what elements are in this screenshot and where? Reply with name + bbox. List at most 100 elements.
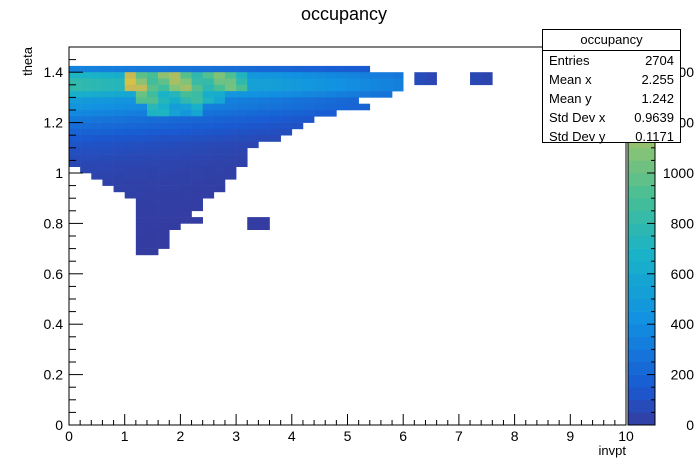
heatmap-bin bbox=[158, 160, 170, 167]
heatmap-bin bbox=[258, 103, 270, 111]
heatmap-bin bbox=[213, 185, 226, 193]
heatmap-bin bbox=[202, 78, 215, 86]
heatmap-bin bbox=[336, 97, 348, 104]
y-axis: 0 0.2 0.4 0.6 0.8 1 1.2 1.4 bbox=[44, 46, 83, 433]
heatmap-bin bbox=[191, 84, 203, 92]
heatmap-bin bbox=[202, 179, 215, 186]
heatmap-bin bbox=[113, 78, 125, 86]
heatmap-bin bbox=[180, 173, 192, 180]
heatmap-bin bbox=[113, 179, 125, 186]
heatmap-bin bbox=[180, 160, 192, 167]
heatmap-bin bbox=[146, 128, 159, 136]
heatmap-bin bbox=[146, 204, 159, 212]
heatmap-bin bbox=[180, 198, 192, 205]
heatmap-bin bbox=[158, 110, 170, 117]
heatmap-bin bbox=[224, 141, 237, 149]
heatmap-bin bbox=[158, 147, 170, 155]
heatmap-bin bbox=[158, 191, 170, 199]
heatmap-bin bbox=[213, 147, 226, 155]
heatmap-bin bbox=[113, 147, 125, 155]
heatmap-bin bbox=[236, 84, 248, 92]
colorbar-tick-label: 400 bbox=[671, 316, 695, 332]
colorbar-segment bbox=[628, 261, 655, 275]
heatmap-bin bbox=[380, 84, 393, 92]
heatmap-bin bbox=[291, 65, 304, 73]
heatmap-bin bbox=[69, 122, 81, 130]
heatmap-bin bbox=[180, 147, 192, 155]
x-tick-label: 7 bbox=[455, 428, 463, 444]
heatmap-bin bbox=[102, 91, 114, 98]
heatmap-bin bbox=[158, 166, 170, 174]
heatmap-bin bbox=[169, 198, 181, 205]
y-tick-label: 0.2 bbox=[44, 367, 64, 383]
heatmap-bin bbox=[269, 110, 281, 117]
heatmap-bin bbox=[80, 160, 92, 167]
heatmap-bin bbox=[135, 122, 148, 130]
heatmap-bin bbox=[124, 128, 137, 136]
heatmap-bin bbox=[258, 78, 270, 86]
heatmap-bin bbox=[102, 110, 114, 117]
heatmap-bin bbox=[236, 110, 248, 117]
colorbar-segment bbox=[628, 374, 655, 388]
heatmap-bin bbox=[158, 242, 170, 249]
heatmap-bin bbox=[236, 128, 248, 136]
heatmap-bin bbox=[146, 185, 159, 193]
heatmap-bin bbox=[258, 91, 270, 98]
colorbar-tick-label: 0 bbox=[686, 417, 694, 433]
heatmap-bin bbox=[202, 84, 215, 92]
heatmap-bin bbox=[91, 122, 103, 130]
heatmap-bin bbox=[336, 84, 348, 92]
heatmap-bin bbox=[102, 65, 114, 73]
heatmap-bin bbox=[180, 141, 192, 149]
heatmap-bin bbox=[113, 97, 125, 104]
heatmap-bin bbox=[69, 141, 81, 149]
heatmap-bin bbox=[180, 78, 192, 86]
heatmap-bin bbox=[347, 97, 359, 104]
heatmap-bin bbox=[80, 141, 92, 149]
heatmap-bin bbox=[314, 84, 326, 92]
heatmap-bin bbox=[247, 72, 259, 79]
heatmap-bin bbox=[380, 78, 393, 86]
heatmap-bin bbox=[113, 65, 125, 73]
heatmap-bin bbox=[336, 103, 348, 111]
heatmap-bin bbox=[80, 154, 92, 161]
heatmap-bin bbox=[180, 84, 192, 92]
heatmap-bin bbox=[180, 179, 192, 186]
heatmap-bin bbox=[80, 135, 92, 142]
heatmap-bin bbox=[124, 91, 137, 98]
heatmap-bin bbox=[369, 78, 382, 86]
colorbar-segment bbox=[628, 223, 655, 237]
heatmap-bin bbox=[135, 128, 148, 136]
heatmap-bin bbox=[158, 103, 170, 111]
heatmap-bin bbox=[135, 65, 148, 73]
heatmap-bin bbox=[135, 236, 148, 243]
heatmap-bin bbox=[202, 103, 215, 111]
heatmap-bin bbox=[158, 204, 170, 212]
heatmap-bin bbox=[146, 242, 159, 249]
heatmap-bin bbox=[213, 72, 226, 79]
heatmap-bin bbox=[135, 198, 148, 205]
heatmap-bin bbox=[224, 91, 237, 98]
heatmap-bin bbox=[69, 128, 81, 136]
y-tick-label: 1.2 bbox=[44, 115, 64, 131]
x-tick-label: 6 bbox=[399, 428, 407, 444]
heatmap-bin bbox=[202, 128, 215, 136]
heatmap-bin bbox=[191, 141, 203, 149]
x-tick-label: 9 bbox=[566, 428, 574, 444]
heatmap-bin bbox=[91, 72, 103, 79]
heatmap-bin bbox=[314, 110, 326, 117]
heatmap-bin bbox=[113, 160, 125, 167]
heatmap-bin bbox=[280, 72, 293, 79]
stats-label: Mean x bbox=[549, 72, 592, 87]
heatmap-bin bbox=[180, 154, 192, 161]
heatmap-bin bbox=[481, 72, 493, 79]
heatmap-bin bbox=[380, 72, 393, 79]
heatmap-bin bbox=[124, 103, 137, 111]
heatmap-bin bbox=[146, 122, 159, 130]
heatmap-bin bbox=[213, 166, 226, 174]
heatmap-bin bbox=[158, 78, 170, 86]
heatmap-bin bbox=[91, 103, 103, 111]
heatmap-bin bbox=[280, 103, 293, 111]
heatmap-bin bbox=[191, 166, 203, 174]
